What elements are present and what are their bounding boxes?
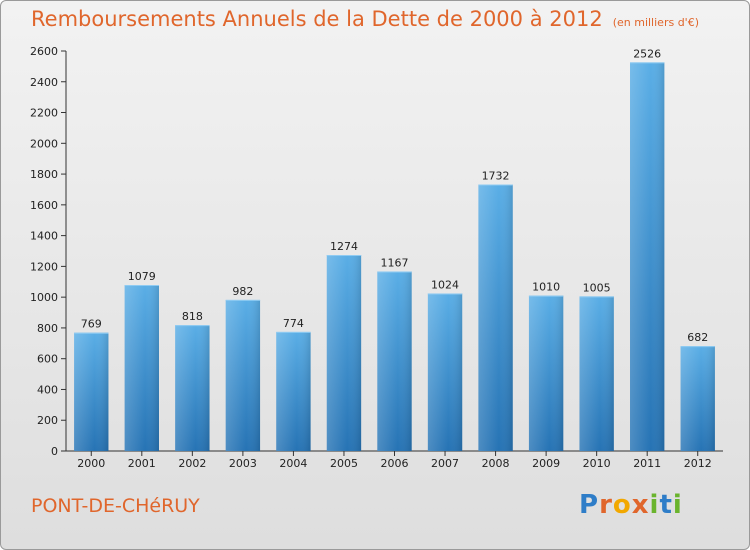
chart-subtitle: (en milliers d'€): [612, 16, 699, 29]
bar-value-label: 1010: [532, 281, 560, 294]
bar-shade: [124, 285, 159, 451]
bar-shade: [680, 346, 715, 451]
bar-shade: [377, 271, 412, 451]
bar-shade: [528, 295, 564, 451]
bar-value-label: 818: [182, 310, 203, 323]
y-tick-label: 200: [37, 414, 58, 427]
bar-value-label: 1732: [482, 170, 510, 183]
bar-value-label: 774: [283, 317, 304, 330]
bar-shade: [630, 62, 665, 452]
commune-name: PONT-DE-CHéRUY: [31, 495, 200, 517]
bar-value-label: 1005: [583, 281, 611, 294]
proxiti-logo: Proxiti: [579, 490, 683, 520]
chart-labels: 769 1079 818 982 774 1274 1167 1024 1732 1010 1005…: [81, 47, 708, 344]
bar-value-label: 1079: [128, 270, 156, 283]
x-tick-label: 2011: [633, 457, 661, 470]
y-tick-label: 400: [37, 383, 58, 396]
y-tick-label: 2200: [30, 107, 58, 120]
x-tick-label: 2010: [583, 457, 611, 470]
y-tick-label: 2600: [30, 45, 58, 58]
y-tick-label: 800: [37, 322, 58, 335]
x-tick-label: 2001: [128, 457, 156, 470]
y-tick-label: 1600: [30, 199, 58, 212]
logo-letter: i: [649, 490, 660, 520]
x-tick-label: 2000: [77, 457, 105, 470]
bar-value-label: 2526: [633, 47, 661, 60]
chart-axes: 0 200 400 600 800 1000 1200 1400 1600 1800 2000 220…: [30, 45, 723, 470]
y-tick-label: 1800: [30, 168, 58, 181]
logo-letter: i: [672, 490, 683, 520]
x-tick-label: 2004: [279, 457, 307, 470]
x-tick-label: 2002: [178, 457, 206, 470]
bar-value-label: 1024: [431, 278, 459, 291]
chart-title-block: Remboursements Annuels de la Dette de 20…: [31, 7, 699, 31]
bar-shade: [478, 184, 513, 452]
x-tick-label: 2006: [381, 457, 409, 470]
x-tick-label: 2008: [482, 457, 510, 470]
bar-shade: [175, 325, 210, 451]
y-tick-label: 1000: [30, 291, 58, 304]
bar-value-label: 682: [687, 331, 708, 344]
x-tick-label: 2012: [684, 457, 712, 470]
bar-value-label: 1274: [330, 240, 358, 253]
bar-shade: [579, 296, 614, 451]
x-tick-label: 2009: [532, 457, 560, 470]
bar-shade: [225, 299, 261, 451]
y-tick-label: 1200: [30, 260, 58, 273]
y-tick-label: 600: [37, 353, 58, 366]
bar-shade: [427, 293, 463, 451]
chart-title: Remboursements Annuels de la Dette de 20…: [31, 7, 603, 31]
logo-letter: r: [599, 490, 613, 520]
y-tick-label: 2000: [30, 137, 58, 150]
bar-shade: [326, 255, 362, 451]
x-tick-label: 2007: [431, 457, 459, 470]
y-tick-label: 1400: [30, 230, 58, 243]
bar-value-label: 1167: [381, 256, 409, 269]
logo-letter: o: [612, 490, 632, 520]
logo-letter: P: [579, 490, 600, 520]
x-tick-label: 2003: [229, 457, 257, 470]
bar-value-label: 982: [232, 285, 253, 298]
bar-shade: [74, 332, 109, 451]
bar-shade: [276, 331, 311, 451]
logo-letter: t: [659, 490, 673, 520]
y-tick-label: 0: [51, 445, 58, 458]
y-tick-label: 2400: [30, 76, 58, 89]
logo-letter: x: [631, 490, 650, 520]
bar-value-label: 769: [81, 318, 102, 331]
x-tick-label: 2005: [330, 457, 358, 470]
chart-bars: [74, 62, 715, 452]
